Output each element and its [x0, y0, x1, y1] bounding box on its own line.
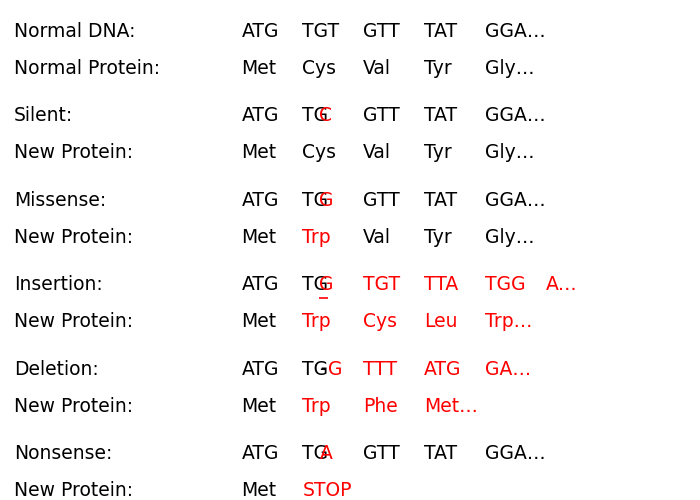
Text: Tyr: Tyr: [424, 58, 452, 78]
Text: Insertion:: Insertion:: [14, 275, 103, 294]
Text: ATG: ATG: [241, 275, 279, 294]
Text: GTT: GTT: [363, 190, 400, 210]
Text: TTT: TTT: [363, 360, 398, 378]
Text: Phe: Phe: [363, 396, 398, 415]
Text: ATG: ATG: [241, 190, 279, 210]
Text: Gly…: Gly…: [485, 143, 535, 162]
Text: A: A: [319, 444, 332, 463]
Text: G: G: [328, 360, 342, 378]
Text: Cys: Cys: [302, 58, 337, 78]
Text: Trp: Trp: [302, 228, 331, 246]
Text: Met: Met: [241, 312, 276, 331]
Text: TAT: TAT: [424, 190, 457, 210]
Text: A…: A…: [546, 275, 578, 294]
Text: New Protein:: New Protein:: [14, 312, 133, 331]
Text: G: G: [319, 190, 334, 210]
Text: ATG: ATG: [241, 360, 279, 378]
Text: Cys: Cys: [302, 143, 337, 162]
Text: Met: Met: [241, 481, 276, 500]
Text: Tyr: Tyr: [424, 143, 452, 162]
Text: GA…: GA…: [485, 360, 531, 378]
Text: Tyr: Tyr: [424, 228, 452, 246]
Text: TGT: TGT: [363, 275, 400, 294]
Text: Trp: Trp: [302, 396, 331, 415]
Text: TG: TG: [302, 444, 328, 463]
Text: ATG: ATG: [241, 22, 279, 40]
Text: TTA: TTA: [424, 275, 458, 294]
Text: Cys: Cys: [363, 312, 398, 331]
Text: ATG: ATG: [424, 360, 462, 378]
Text: TAT: TAT: [424, 106, 457, 125]
Text: Normal DNA:: Normal DNA:: [14, 22, 136, 40]
Text: Normal Protein:: Normal Protein:: [14, 58, 160, 78]
Text: GGA…: GGA…: [485, 444, 546, 463]
Text: Met: Met: [241, 58, 276, 78]
Text: GGA…: GGA…: [485, 22, 546, 40]
Text: Met: Met: [241, 228, 276, 246]
Text: Silent:: Silent:: [14, 106, 74, 125]
Text: Gly…: Gly…: [485, 228, 535, 246]
Text: Trp: Trp: [302, 312, 331, 331]
Text: ATG: ATG: [241, 106, 279, 125]
Text: New Protein:: New Protein:: [14, 143, 133, 162]
Text: G: G: [319, 275, 334, 294]
Text: Val: Val: [363, 143, 391, 162]
Text: GGA…: GGA…: [485, 190, 546, 210]
Text: GTT: GTT: [363, 22, 400, 40]
Text: Gly…: Gly…: [485, 58, 535, 78]
Text: Val: Val: [363, 58, 391, 78]
Text: Trp…: Trp…: [485, 312, 533, 331]
Text: -: -: [319, 360, 326, 378]
Text: TGG: TGG: [485, 275, 526, 294]
Text: TGT: TGT: [302, 22, 340, 40]
Text: TG: TG: [302, 275, 328, 294]
Text: New Protein:: New Protein:: [14, 228, 133, 246]
Text: Val: Val: [363, 228, 391, 246]
Text: Met: Met: [241, 396, 276, 415]
Text: New Protein:: New Protein:: [14, 396, 133, 415]
Text: TAT: TAT: [424, 444, 457, 463]
Text: TG: TG: [302, 190, 328, 210]
Text: Met…: Met…: [424, 396, 478, 415]
Text: GTT: GTT: [363, 106, 400, 125]
Text: Met: Met: [241, 143, 276, 162]
Text: New Protein:: New Protein:: [14, 481, 133, 500]
Text: Deletion:: Deletion:: [14, 360, 99, 378]
Text: C: C: [319, 106, 332, 125]
Text: TG: TG: [302, 360, 328, 378]
Text: Missense:: Missense:: [14, 190, 106, 210]
Text: GGA…: GGA…: [485, 106, 546, 125]
Text: ATG: ATG: [241, 444, 279, 463]
Text: STOP: STOP: [302, 481, 352, 500]
Text: Leu: Leu: [424, 312, 458, 331]
Text: Nonsense:: Nonsense:: [14, 444, 113, 463]
Text: GTT: GTT: [363, 444, 400, 463]
Text: TG: TG: [302, 106, 328, 125]
Text: TAT: TAT: [424, 22, 457, 40]
